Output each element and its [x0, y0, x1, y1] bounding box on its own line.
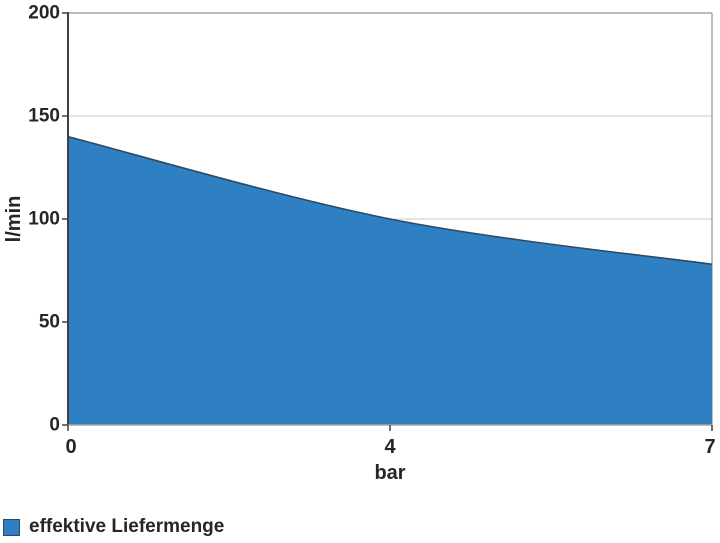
- y-tick-label-200: 200: [28, 3, 60, 24]
- x-tick-label-4: 4: [384, 436, 396, 458]
- area-chart: 200 150 100 50 0 0 4 7 l/min bar: [3, 3, 716, 485]
- tick-marks: [62, 12, 713, 431]
- y-tick-label-50: 50: [39, 312, 60, 333]
- area-series-fill: [68, 136, 712, 425]
- legend-swatch: [3, 518, 20, 536]
- legend: effektive Liefermenge: [3, 516, 224, 538]
- legend-label: effektive Liefermenge: [29, 516, 225, 537]
- x-axis-title: bar: [374, 462, 405, 484]
- y-tick-label-100: 100: [28, 209, 60, 230]
- y-tick-label-0: 0: [49, 415, 60, 436]
- x-tick-label-7: 7: [704, 436, 715, 458]
- y-axis-title: l/min: [3, 196, 25, 243]
- x-tick-label-0: 0: [65, 436, 76, 458]
- y-tick-label-150: 150: [28, 106, 60, 127]
- area-series-line: [67, 135, 713, 266]
